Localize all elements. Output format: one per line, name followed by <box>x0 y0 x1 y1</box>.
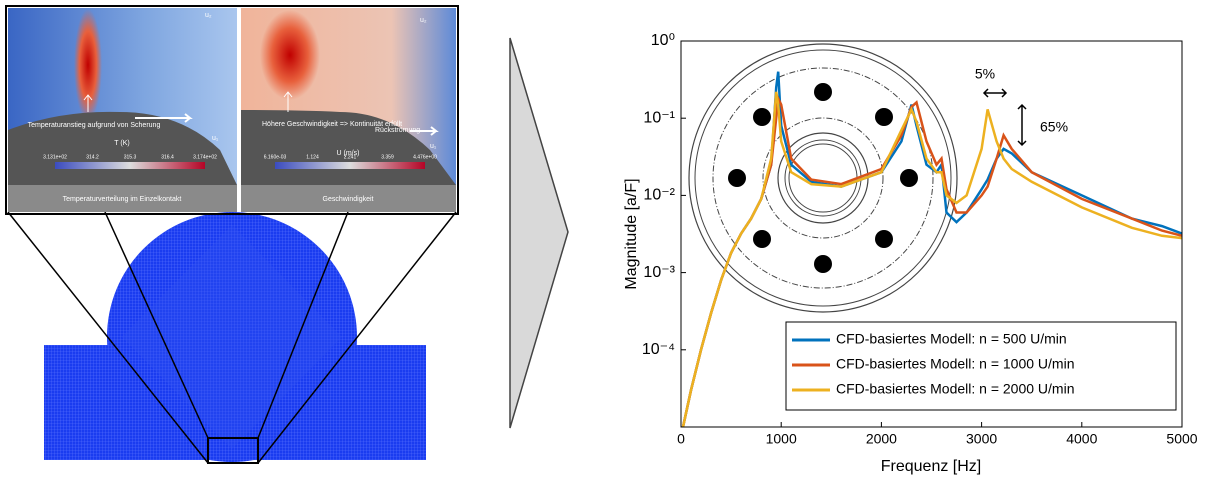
colorbar-tick-label: 315.3 <box>124 154 137 160</box>
legend-label: CFD-basiertes Modell: n = 500 U/min <box>836 331 1067 347</box>
colorbar-tick-label: 6.160e-03 <box>264 154 287 160</box>
colorbar-tick-label: 2.241 <box>344 154 357 160</box>
label: u₁ <box>212 135 219 142</box>
colorbar-tick-label: 3.131e+02 <box>43 154 67 160</box>
x-tick-label: 4000 <box>1066 431 1097 447</box>
x-axis-label: Frequenz [Hz] <box>881 458 981 475</box>
legend-label: CFD-basiertes Modell: n = 1000 U/min <box>836 356 1075 372</box>
colorbar-tick-label: 316.4 <box>161 154 174 160</box>
caption: Temperaturverteilung im Einzelkontakt <box>63 196 182 203</box>
x-tick-label: 0 <box>677 431 685 447</box>
legend-label: CFD-basiertes Modell: n = 2000 U/min <box>836 381 1075 397</box>
colorbar-tick-label: 314.2 <box>86 154 99 160</box>
velocity-panel: u₂ u₁ Höhere Geschwindigkeit => Kontinui… <box>241 8 456 212</box>
y-tick-label: 10⁻³ <box>643 264 675 281</box>
x-tick-label: 1000 <box>766 431 797 447</box>
temperature-panel: u₂ u₁ Temperaturanstieg aufgrund von Sch… <box>8 8 237 212</box>
annotation: Temperaturanstieg aufgrund von Scherung <box>28 122 161 129</box>
y-axis-label: Magnitude [a/F] <box>623 178 640 289</box>
annotation: 65% <box>1040 119 1068 135</box>
label: u₂ <box>205 12 212 19</box>
x-tick-label: 3000 <box>966 431 997 447</box>
colorbar-tick-label: 3.359 <box>381 154 394 160</box>
y-tick-label: 10⁻¹ <box>643 109 675 126</box>
y-tick-label: 10⁻⁴ <box>642 341 675 358</box>
arrow <box>510 38 568 428</box>
x-tick-label: 5000 <box>1166 431 1197 447</box>
x-tick-label: 2000 <box>866 431 897 447</box>
annotation: 5% <box>975 66 995 82</box>
colorbar-tick-label: 1.124 <box>306 154 319 160</box>
figure: u₂ u₁ Temperaturanstieg aufgrund von Sch… <box>0 0 1211 482</box>
colorbar-tick-label: 4.476e+00 <box>413 154 437 160</box>
caption: Geschwindigkeit <box>323 196 374 203</box>
label: u₂ <box>420 17 427 24</box>
colorbar-tick-label: 3.174e+02 <box>193 154 217 160</box>
bearing-schematic <box>689 44 957 312</box>
mesh-image <box>8 212 456 463</box>
colorbar-title: T (K) <box>114 140 129 147</box>
y-tick-label: 10⁻² <box>643 187 675 204</box>
label: u₁ <box>430 143 437 150</box>
y-tick-label: 10⁰ <box>651 32 675 49</box>
